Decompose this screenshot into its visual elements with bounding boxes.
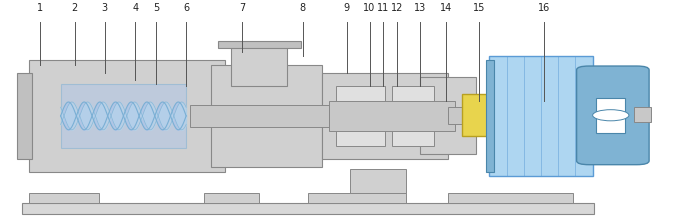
Bar [211, 64, 322, 167]
Bar [329, 101, 454, 131]
Text: 3: 3 [102, 3, 108, 13]
Bar [392, 86, 434, 146]
Bar [29, 193, 99, 203]
Bar [461, 95, 489, 136]
Text: 11: 11 [377, 3, 390, 13]
Text: 2: 2 [71, 3, 78, 13]
Text: 9: 9 [344, 3, 349, 13]
Bar [634, 107, 651, 122]
Text: 5: 5 [153, 3, 160, 13]
Text: 1: 1 [36, 3, 43, 13]
Bar [29, 60, 225, 172]
Bar [204, 193, 260, 203]
Bar [447, 107, 496, 125]
Bar [17, 73, 32, 159]
Bar [336, 86, 385, 146]
Bar [308, 193, 406, 203]
Bar [218, 41, 301, 48]
Bar [447, 193, 573, 203]
Text: 15: 15 [473, 3, 485, 13]
Circle shape [593, 110, 629, 121]
Text: 13: 13 [414, 3, 426, 13]
Text: 10: 10 [363, 3, 376, 13]
Bar [486, 60, 494, 172]
Bar [22, 203, 594, 214]
Bar [190, 105, 454, 126]
Text: 7: 7 [239, 3, 245, 13]
Text: 4: 4 [132, 3, 139, 13]
Bar [489, 56, 593, 176]
Text: 12: 12 [391, 3, 404, 13]
Bar [350, 169, 406, 193]
Bar [420, 77, 475, 154]
Text: 6: 6 [183, 3, 189, 13]
Bar [322, 73, 447, 159]
Text: 16: 16 [538, 3, 550, 13]
Bar [232, 43, 287, 86]
Bar [596, 98, 625, 133]
Text: 8: 8 [300, 3, 306, 13]
FancyBboxPatch shape [577, 66, 649, 165]
Bar [61, 84, 186, 148]
Text: 14: 14 [440, 3, 452, 13]
